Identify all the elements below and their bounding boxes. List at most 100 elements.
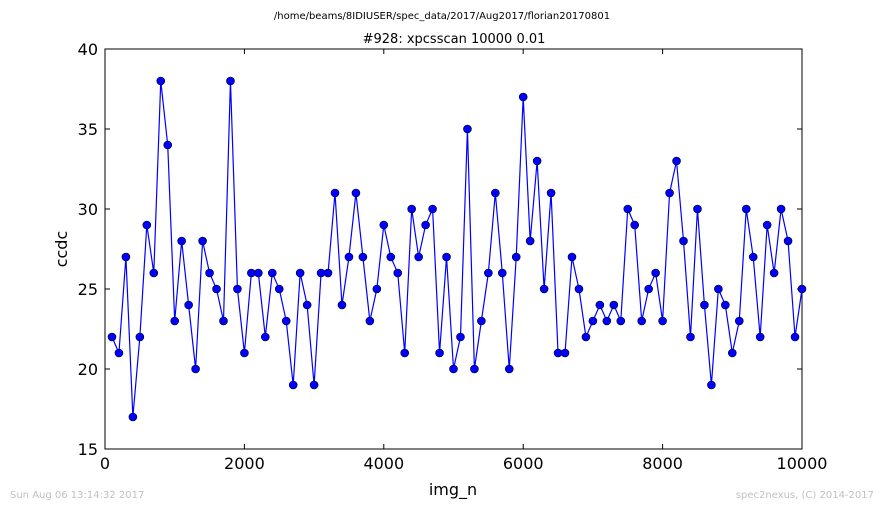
data-point	[574, 284, 584, 294]
data-point	[295, 268, 305, 278]
footer-credit: spec2nexus, (C) 2014-2017	[736, 490, 874, 501]
data-point	[456, 332, 465, 342]
data-point	[776, 204, 786, 214]
data-point	[783, 236, 793, 246]
y-tick-label: 20	[78, 360, 98, 379]
data-point	[588, 316, 598, 326]
x-axis: 0 2000 4000 6000 8000 10000	[100, 49, 828, 473]
data-point	[679, 236, 688, 246]
data-point	[177, 236, 186, 246]
data-point	[400, 348, 410, 358]
data-point	[372, 284, 382, 294]
x-tick-label: 2000	[224, 454, 265, 473]
data-point	[219, 316, 228, 326]
footer-timestamp: Sun Aug 06 13:14:32 2017	[10, 490, 144, 501]
data-point	[769, 268, 779, 278]
y-axis-label: ccdc	[52, 231, 71, 268]
series-line	[111, 80, 803, 418]
data-point	[721, 300, 730, 310]
data-point	[212, 284, 221, 294]
data-point	[686, 332, 695, 342]
data-point	[414, 252, 423, 262]
y-axis: 15 20 25 30 35 40	[78, 40, 802, 459]
data-point	[142, 220, 152, 230]
data-point	[135, 332, 145, 342]
data-point	[267, 268, 277, 278]
data-point	[330, 188, 340, 198]
data-point	[762, 220, 772, 230]
data-point	[741, 204, 751, 214]
data-point	[114, 348, 124, 358]
data-point	[707, 380, 716, 390]
data-point	[358, 252, 368, 262]
data-point	[156, 76, 166, 86]
data-point	[233, 284, 242, 294]
x-tick-label: 4000	[363, 454, 404, 473]
data-point	[386, 252, 396, 262]
data-point	[170, 316, 179, 326]
data-point	[344, 252, 354, 262]
data-markers	[107, 76, 807, 422]
data-point	[497, 268, 507, 278]
data-point	[714, 284, 723, 294]
data-point	[288, 380, 298, 390]
data-point	[567, 252, 577, 262]
data-point	[261, 332, 270, 342]
data-point	[281, 316, 291, 326]
data-point	[435, 348, 444, 358]
data-point	[595, 300, 605, 310]
y-tick-label: 35	[78, 120, 98, 139]
data-point	[511, 252, 521, 262]
data-point	[442, 252, 451, 262]
data-point	[658, 316, 667, 326]
data-point	[107, 332, 117, 342]
data-point	[581, 332, 591, 342]
data-point	[616, 316, 626, 326]
data-point	[205, 268, 214, 278]
data-point	[274, 284, 284, 294]
data-point	[637, 316, 646, 326]
data-point	[184, 300, 193, 310]
data-point	[149, 268, 159, 278]
data-point	[121, 252, 131, 262]
data-point	[644, 284, 653, 294]
data-point	[302, 300, 312, 310]
data-point	[393, 268, 403, 278]
data-point	[428, 204, 437, 214]
x-axis-label: img_n	[429, 480, 477, 500]
data-point	[755, 332, 765, 342]
series-polyline	[111, 80, 803, 418]
data-point	[323, 268, 333, 278]
data-point	[560, 348, 570, 358]
data-point	[365, 316, 375, 326]
data-point	[379, 220, 389, 230]
data-point	[477, 316, 486, 326]
data-point	[198, 236, 207, 246]
data-point	[463, 124, 472, 134]
data-point	[309, 380, 319, 390]
y-tick-label: 30	[78, 200, 98, 219]
data-point	[700, 300, 709, 310]
data-point	[470, 364, 479, 374]
data-point	[254, 268, 263, 278]
data-point	[351, 188, 361, 198]
data-point	[539, 284, 549, 294]
data-point	[226, 76, 235, 86]
data-point	[491, 188, 500, 198]
y-tick-label: 40	[78, 40, 98, 59]
data-point	[337, 300, 347, 310]
data-point	[421, 220, 430, 230]
x-tick-label: 8000	[642, 454, 683, 473]
x-tick-label: 10000	[777, 454, 828, 473]
data-point	[525, 236, 535, 246]
data-point	[797, 284, 807, 294]
data-point	[546, 188, 556, 198]
data-point	[407, 204, 416, 214]
data-point	[518, 92, 528, 102]
x-tick-label: 0	[100, 454, 110, 473]
data-point	[163, 140, 173, 150]
x-tick-label: 6000	[503, 454, 544, 473]
y-tick-label: 15	[78, 440, 98, 459]
data-point	[532, 156, 542, 166]
